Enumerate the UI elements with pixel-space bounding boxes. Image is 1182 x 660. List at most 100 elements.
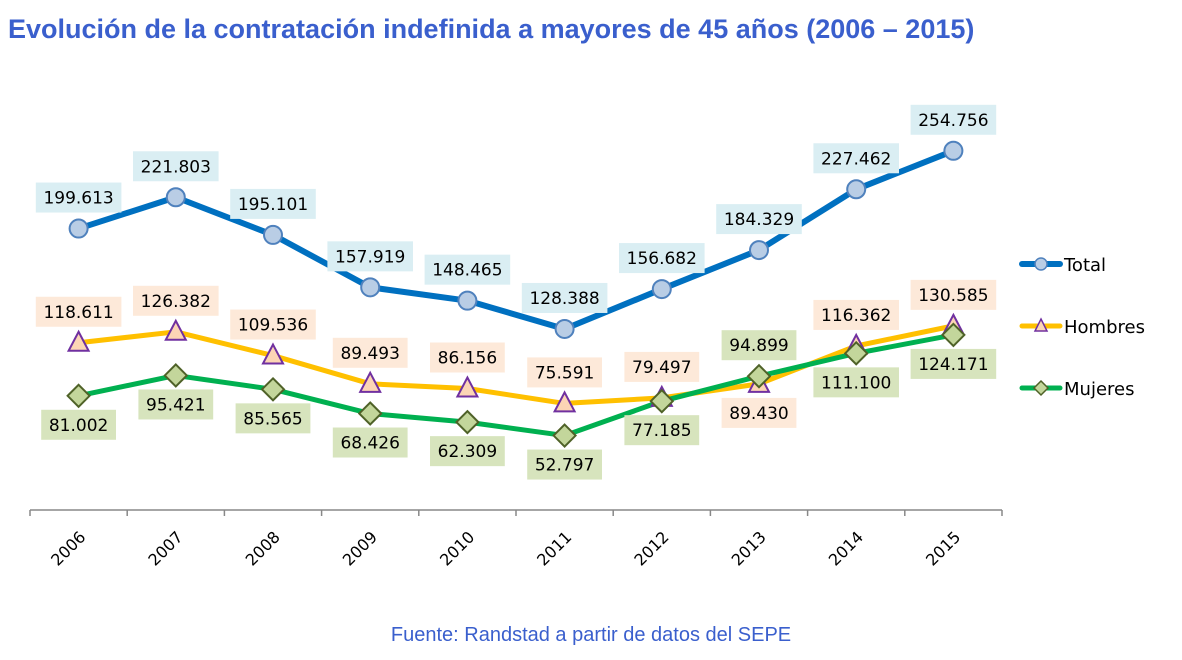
x-tick-label: 2015 xyxy=(922,527,964,569)
data-label: 94.899 xyxy=(729,336,788,356)
data-label: 199.613 xyxy=(43,189,113,209)
data-point xyxy=(357,401,383,426)
data-point xyxy=(165,187,186,208)
data-point xyxy=(552,390,577,413)
data-label-bg xyxy=(716,204,802,235)
data-label: 86.156 xyxy=(438,349,497,369)
data-label-bg xyxy=(332,337,408,368)
data-point xyxy=(68,218,89,239)
data-label-bg xyxy=(138,389,214,420)
data-label-bg xyxy=(133,285,219,316)
data-label: 128.388 xyxy=(529,289,599,309)
data-label-bg xyxy=(910,279,997,310)
data-label: 62.309 xyxy=(438,442,497,462)
legend-label: Hombres xyxy=(1064,317,1145,338)
data-label-bg xyxy=(230,309,316,340)
x-tick-label: 2007 xyxy=(144,527,186,569)
data-point xyxy=(66,383,92,409)
data-label: 227.462 xyxy=(821,149,891,169)
data-point xyxy=(454,409,480,435)
data-label: 52.797 xyxy=(535,456,594,476)
legend-item-total: Total xyxy=(1019,255,1106,276)
data-label: 195.101 xyxy=(238,195,308,215)
data-label-bg xyxy=(35,296,122,327)
data-point xyxy=(651,279,672,300)
data-label-bg xyxy=(35,182,122,213)
data-point xyxy=(846,179,867,200)
legend-marker xyxy=(1034,257,1048,271)
data-label: 124.171 xyxy=(918,355,988,375)
data-label: 156.682 xyxy=(627,249,697,269)
data-point xyxy=(164,318,188,341)
data-point xyxy=(552,423,578,448)
data-label: 109.536 xyxy=(238,316,308,336)
data-point xyxy=(66,329,91,352)
data-label-bg xyxy=(624,351,700,382)
x-tick-label: 2011 xyxy=(533,527,575,569)
data-point xyxy=(943,140,964,161)
data-label-bg xyxy=(813,143,899,174)
data-label-bg xyxy=(527,449,602,480)
data-point xyxy=(749,240,769,261)
data-label-bg xyxy=(813,299,899,330)
data-label-bg xyxy=(619,243,705,274)
x-tick-label: 2013 xyxy=(728,527,770,569)
data-label-bg xyxy=(527,357,602,388)
x-tick-label: 2014 xyxy=(825,527,867,569)
legend-marker xyxy=(1032,379,1050,397)
data-label-bg xyxy=(430,342,505,373)
data-point xyxy=(457,290,478,311)
data-label: 95.421 xyxy=(146,395,205,415)
data-point xyxy=(163,363,189,388)
data-point xyxy=(455,375,480,398)
data-label: 116.362 xyxy=(821,306,891,326)
data-label: 148.465 xyxy=(432,261,502,281)
data-label: 126.382 xyxy=(141,292,211,312)
data-point xyxy=(260,376,286,402)
data-label: 79.497 xyxy=(632,358,691,378)
data-label-bg xyxy=(910,104,997,135)
legend-label: Mujeres xyxy=(1064,379,1134,400)
x-tick-label: 2009 xyxy=(339,527,381,569)
data-point xyxy=(261,342,285,365)
data-label: 221.803 xyxy=(141,157,211,177)
data-point xyxy=(649,388,675,414)
data-label: 81.002 xyxy=(49,416,108,436)
series-line xyxy=(78,332,954,439)
data-label-bg xyxy=(332,427,408,458)
data-label: 157.919 xyxy=(335,247,405,267)
data-point xyxy=(263,224,283,245)
series-total xyxy=(77,148,955,332)
legend-marker xyxy=(1033,317,1049,332)
data-point xyxy=(554,318,575,339)
data-label: 89.493 xyxy=(340,344,399,364)
data-label-bg xyxy=(813,367,899,398)
legend-item-hombres: Hombres xyxy=(1019,317,1145,338)
legend-label: Total xyxy=(1063,255,1106,276)
data-label: 75.591 xyxy=(535,363,594,383)
data-label-bg xyxy=(721,397,797,428)
x-tick-label: 2012 xyxy=(630,527,672,569)
data-label-bg xyxy=(721,330,797,361)
data-label: 130.585 xyxy=(918,286,988,306)
data-label-bg xyxy=(430,436,505,467)
legend-item-mujeres: Mujeres xyxy=(1019,379,1134,400)
data-label-bg xyxy=(133,151,219,182)
data-point xyxy=(940,322,966,348)
data-point xyxy=(746,363,772,389)
data-label-bg xyxy=(235,403,311,434)
data-label: 254.756 xyxy=(918,111,988,131)
chart-source: Fuente: Randstad a partir de datos del S… xyxy=(390,624,792,646)
series-line xyxy=(77,148,955,332)
data-label: 89.430 xyxy=(729,404,788,424)
x-tick-label: 2006 xyxy=(47,527,89,569)
data-label: 111.100 xyxy=(821,373,891,393)
x-tick-label: 2008 xyxy=(242,527,284,569)
x-tick-label: 2010 xyxy=(436,527,478,569)
data-label-bg xyxy=(41,409,117,440)
data-label-bg xyxy=(424,254,511,285)
data-label: 118.611 xyxy=(43,303,113,323)
data-label: 184.329 xyxy=(724,210,794,230)
data-label-bg xyxy=(521,282,608,313)
